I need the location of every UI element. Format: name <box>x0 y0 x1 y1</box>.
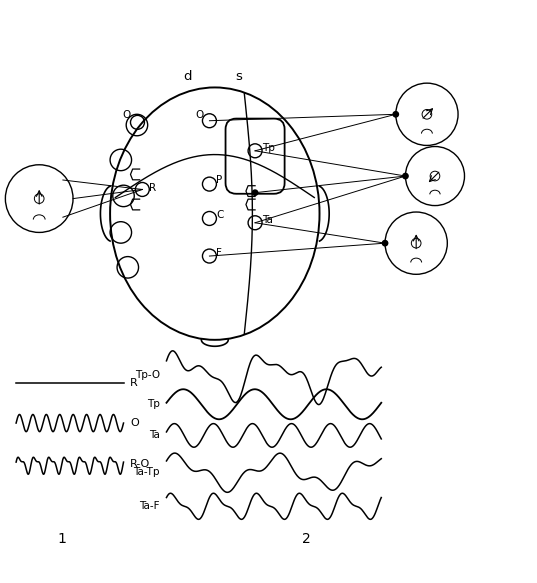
Text: C: C <box>216 210 224 220</box>
Text: Tp: Tp <box>147 399 160 409</box>
Circle shape <box>382 240 388 246</box>
Text: R-O: R-O <box>130 459 150 469</box>
Text: Ta: Ta <box>262 215 273 224</box>
Circle shape <box>252 190 258 195</box>
Circle shape <box>393 111 398 117</box>
Text: O: O <box>195 110 204 120</box>
Text: s: s <box>236 70 242 83</box>
Text: O: O <box>122 110 130 120</box>
Text: R: R <box>149 183 156 193</box>
Text: 1: 1 <box>57 532 66 546</box>
Text: Ta-F: Ta-F <box>140 501 160 511</box>
Text: Ta-Tp: Ta-Tp <box>134 468 160 477</box>
Text: P: P <box>216 175 223 185</box>
Text: Tp: Tp <box>262 143 275 153</box>
Text: Ta: Ta <box>149 430 160 440</box>
Text: Tp-O: Tp-O <box>135 370 160 380</box>
Text: d: d <box>184 70 192 83</box>
Text: O: O <box>130 418 139 428</box>
Text: R: R <box>130 378 137 388</box>
Circle shape <box>403 173 408 179</box>
Text: F: F <box>216 248 222 258</box>
Text: 2: 2 <box>302 532 310 546</box>
